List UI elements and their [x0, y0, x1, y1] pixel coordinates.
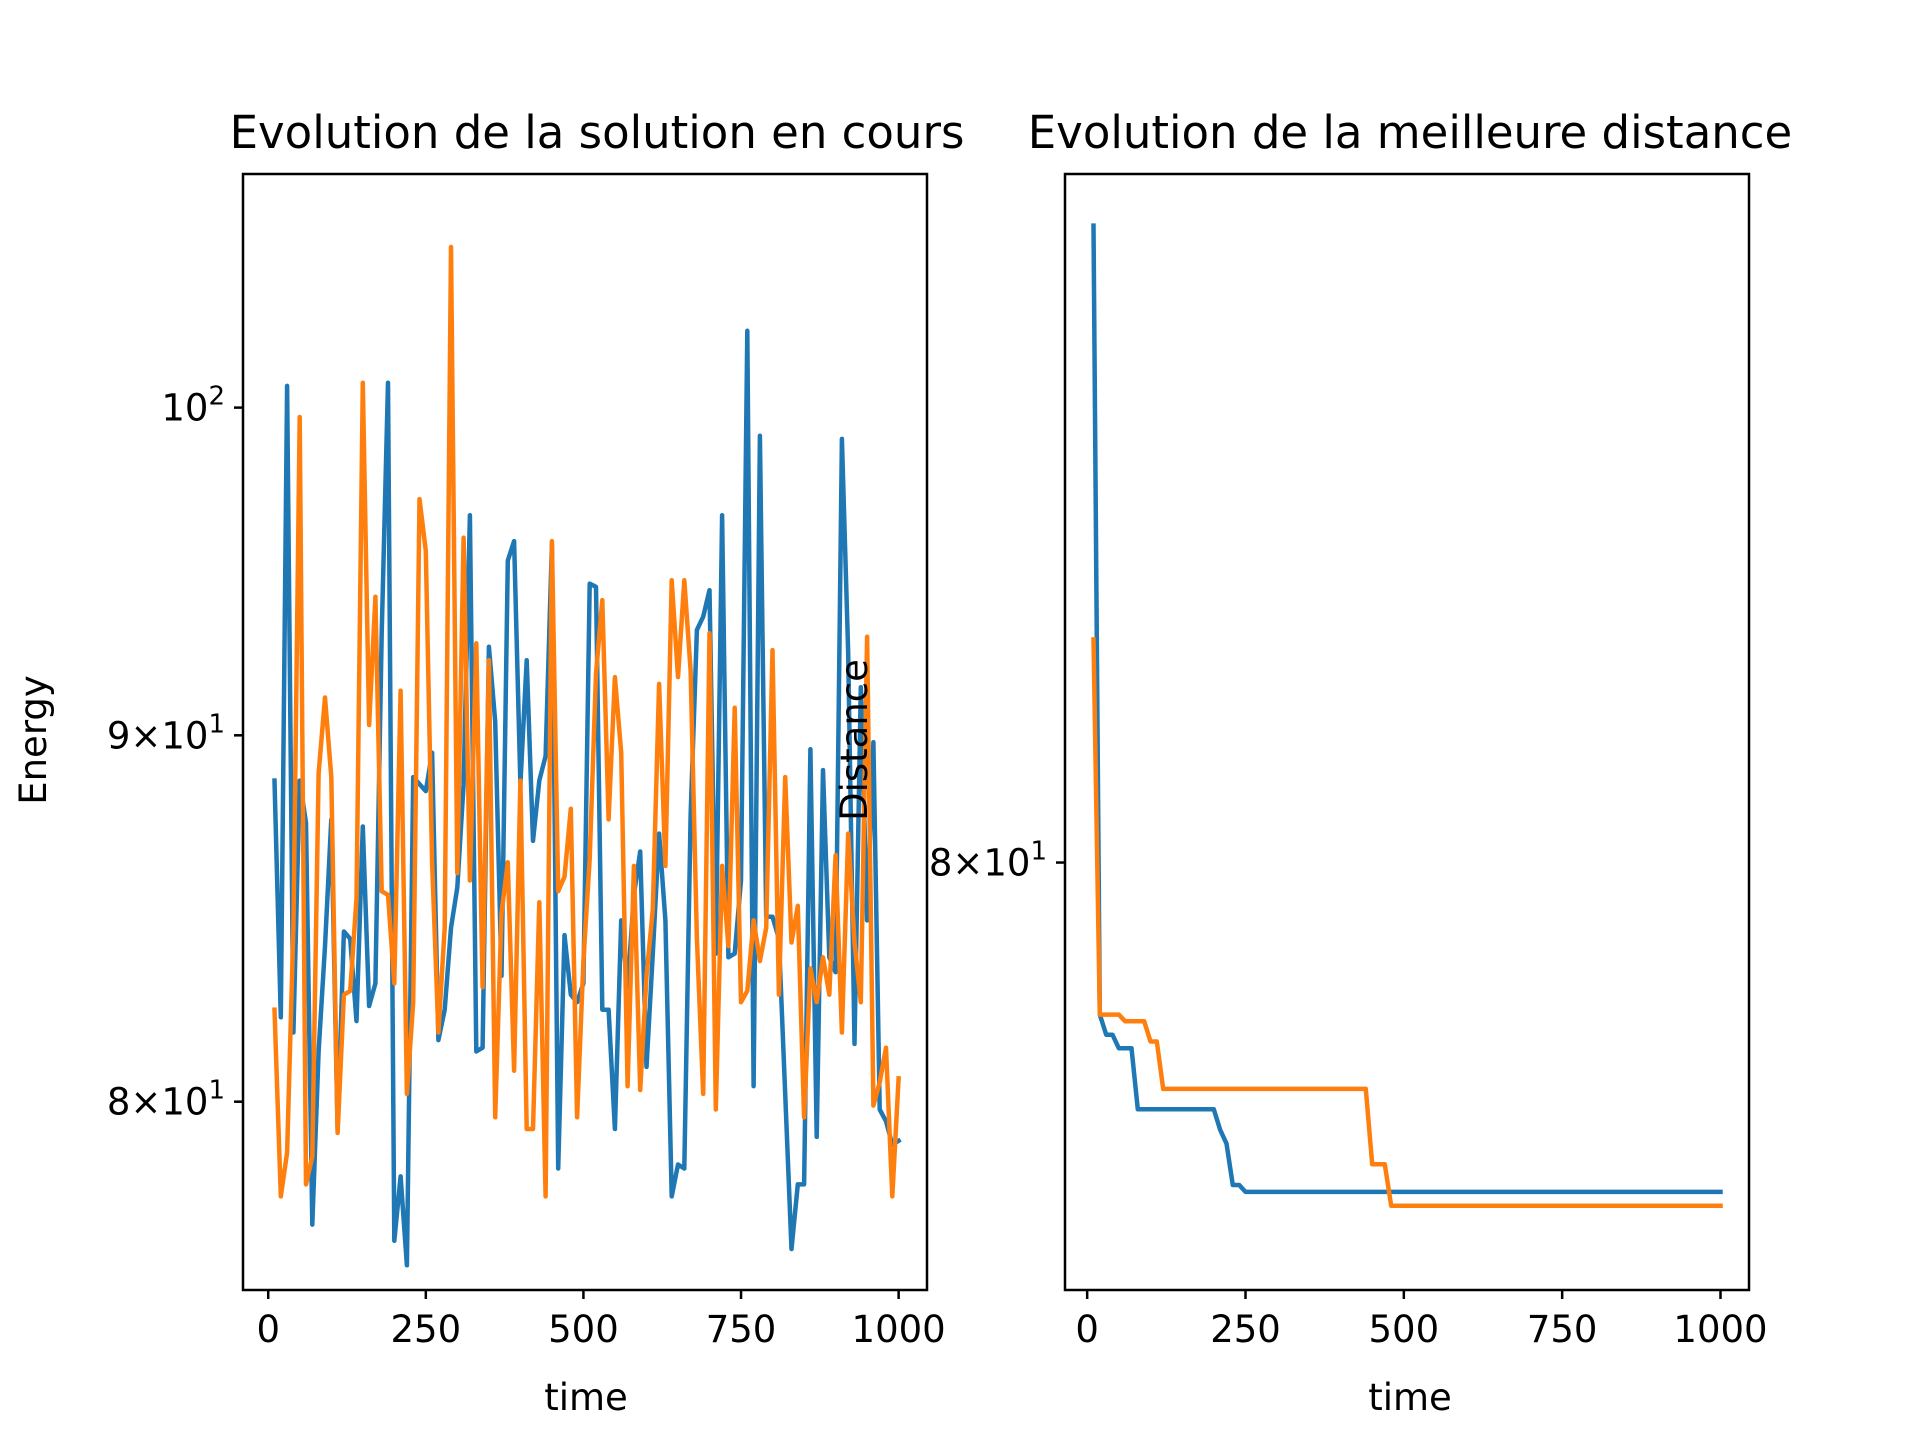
plot-frame — [241, 172, 929, 1292]
right-subplot: Evolution de la meilleure distance time … — [833, 106, 1792, 1419]
right-x-axis-label: time — [1368, 1376, 1452, 1419]
plot-frame — [1063, 172, 1751, 1292]
right-y-axis-label: Distance — [833, 659, 876, 821]
y-tick-label: 102 — [161, 382, 225, 430]
series-line-2 — [272, 244, 901, 1199]
y-tick-label: 8×101 — [929, 837, 1047, 885]
x-tick-label: 0 — [256, 1308, 280, 1351]
series-line-1 — [1091, 223, 1723, 1195]
x-tick-label: 500 — [548, 1308, 619, 1351]
x-tick-label: 750 — [706, 1308, 777, 1351]
x-tick-label: 750 — [1527, 1308, 1598, 1351]
left-chart-title: Evolution de la solution en cours — [230, 106, 965, 159]
x-tick-label: 250 — [1210, 1308, 1281, 1351]
right-chart-title: Evolution de la meilleure distance — [1028, 106, 1792, 159]
series-line-2 — [1091, 637, 1723, 1209]
x-tick-label: 500 — [1369, 1308, 1440, 1351]
series-line-1 — [272, 328, 902, 1268]
x-tick-label: 1000 — [1673, 1308, 1767, 1351]
left-subplot: Evolution de la solution en cours time E… — [12, 106, 964, 1419]
y-tick-label: 8×101 — [107, 1076, 225, 1124]
left-y-axis-label: Energy — [12, 675, 55, 805]
x-tick-label: 1000 — [852, 1308, 946, 1351]
x-tick-label: 250 — [391, 1308, 462, 1351]
x-tick-label: 0 — [1075, 1308, 1099, 1351]
left-x-axis-label: time — [544, 1376, 628, 1419]
y-tick-label: 9×101 — [107, 709, 225, 757]
